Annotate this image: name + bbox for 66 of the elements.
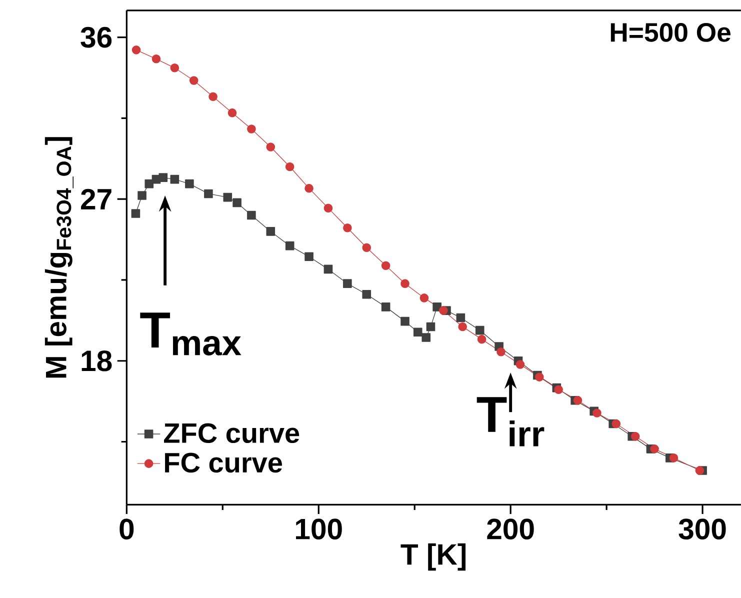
point	[132, 46, 141, 54]
point	[247, 210, 256, 220]
point	[208, 92, 218, 102]
point	[304, 252, 314, 262]
point	[189, 76, 198, 85]
point	[592, 408, 602, 418]
point	[204, 189, 213, 198]
x-tick-label: 0	[120, 518, 134, 540]
y-axis-title: M [emu/g$_{Fe3O4_OA}$]	[44, 137, 74, 378]
annotation: H=500 Oe	[610, 23, 731, 42]
point	[400, 316, 410, 326]
point	[422, 333, 431, 342]
annotation: T$_{irr}$	[476, 397, 544, 446]
point	[458, 322, 467, 332]
point	[304, 184, 314, 193]
point	[324, 204, 333, 212]
point	[439, 306, 448, 315]
point	[362, 243, 372, 252]
point	[650, 444, 659, 454]
point	[285, 162, 294, 172]
point	[420, 294, 429, 302]
point	[232, 198, 242, 208]
point	[285, 241, 294, 250]
point	[612, 419, 621, 428]
point	[131, 209, 140, 218]
point	[152, 54, 161, 64]
point	[630, 432, 640, 441]
point	[266, 227, 276, 236]
point	[185, 179, 194, 188]
y-tick-label: 18	[82, 350, 112, 372]
y-tick-label: 27	[81, 188, 112, 210]
point	[170, 174, 180, 184]
x-tick-label: 300	[678, 518, 726, 540]
point	[343, 223, 352, 232]
point	[158, 173, 168, 182]
point	[381, 302, 390, 312]
point	[170, 64, 180, 72]
point	[413, 328, 422, 337]
x-tick-label: 100	[296, 518, 342, 540]
point	[477, 334, 486, 344]
y-tick-label: 36	[80, 26, 112, 48]
point	[138, 191, 146, 200]
x-axis-title: T [K]	[400, 543, 466, 571]
legend-label: ZFC curve	[164, 423, 300, 444]
annotation: T$_{max}$	[140, 312, 242, 356]
point	[381, 261, 390, 270]
point	[475, 326, 484, 335]
point	[362, 290, 372, 299]
point	[496, 347, 506, 356]
legend-label: FC curve	[165, 452, 282, 473]
point	[573, 396, 582, 405]
point	[324, 264, 333, 274]
point	[456, 313, 466, 322]
point	[247, 124, 256, 134]
point	[669, 454, 678, 462]
point	[343, 279, 352, 288]
point	[228, 108, 237, 118]
point	[144, 179, 154, 188]
point	[223, 192, 232, 202]
point	[695, 466, 704, 475]
point	[266, 142, 276, 152]
point	[426, 322, 436, 332]
point	[516, 360, 525, 369]
point	[432, 302, 442, 312]
point	[400, 279, 410, 288]
x-tick-label: 200	[487, 518, 534, 540]
